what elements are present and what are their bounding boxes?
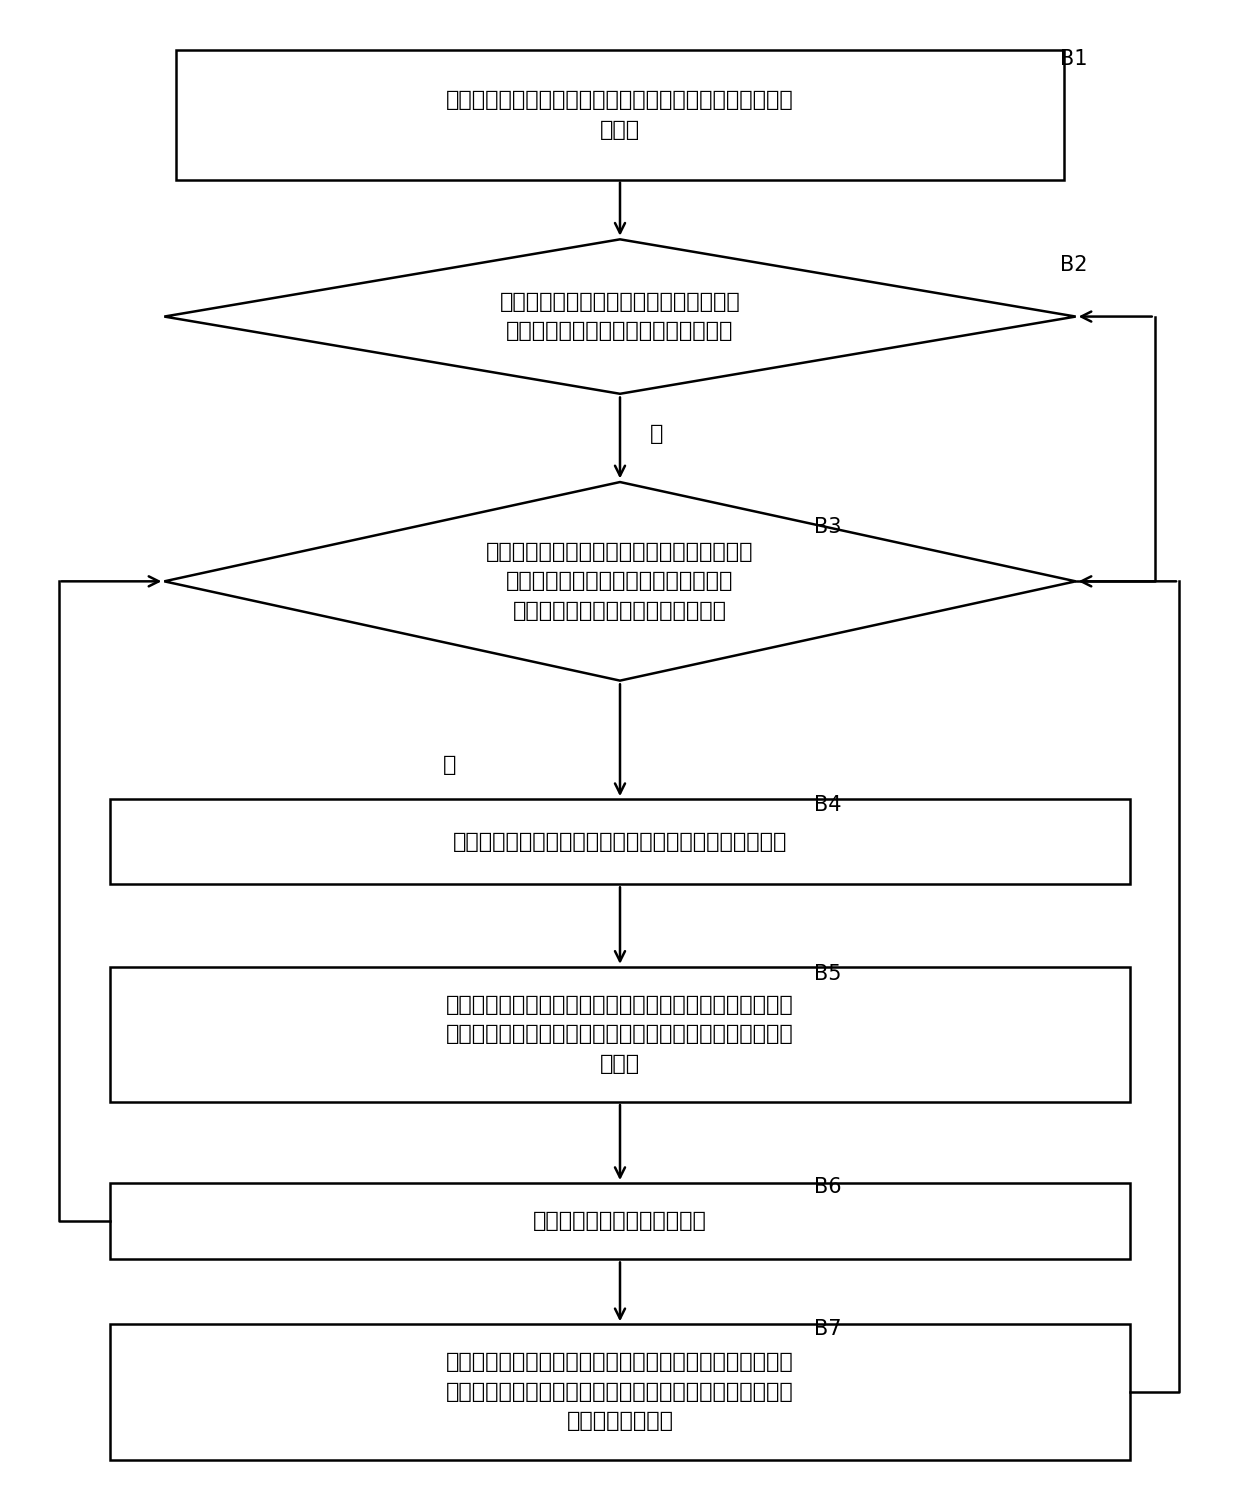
Bar [109, 1324, 1131, 1459]
Polygon shape [164, 239, 1075, 393]
Bar [176, 51, 1064, 180]
Text: B6: B6 [815, 1177, 842, 1198]
Text: 所述一体板在接收到所述检测指令之后，
解析所述检测指令，判断是否进行检测: 所述一体板在接收到所述检测指令之后， 解析所述检测指令，判断是否进行检测 [500, 291, 740, 341]
Text: B2: B2 [1060, 255, 1087, 275]
Text: 通用检测模块在接收到外部的触发信号时，向一体板发送检
测指令: 通用检测模块在接收到外部的触发信号时，向一体板发送检 测指令 [446, 90, 794, 140]
Bar [109, 1183, 1131, 1259]
Polygon shape [164, 482, 1075, 680]
Bar [109, 799, 1131, 884]
Text: 所述一体板获取每个输入负载的当前检测值，
根据每个所述输入负载的当前检测值，
判断至少一个输入模块是否存在异常: 所述一体板获取每个输入负载的当前检测值， 根据每个所述输入负载的当前检测值， 判… [486, 542, 754, 621]
Text: B5: B5 [815, 964, 842, 985]
Text: 所述一体板等待第一预设时长: 所述一体板等待第一预设时长 [533, 1211, 707, 1231]
Bar [109, 967, 1131, 1102]
Text: B3: B3 [815, 516, 842, 537]
Text: B1: B1 [1060, 50, 1087, 69]
Text: 是: 是 [650, 425, 663, 444]
Text: 是: 是 [443, 755, 456, 775]
Text: 所述一体板向所述通用检测模块发送存在异常的异常信息: 所述一体板向所述通用检测模块发送存在异常的异常信息 [453, 832, 787, 851]
Text: B4: B4 [815, 796, 842, 815]
Text: 所述通用检测模块在接收到所述一体板发来的异常信息时，
输出所述异常信息，以使外部对所述异常信息对应的异常进
行修复: 所述通用检测模块在接收到所述一体板发来的异常信息时， 输出所述异常信息，以使外部… [446, 995, 794, 1075]
Text: B7: B7 [815, 1318, 842, 1339]
Text: 所述一体板分别控制至少一个输出负载按照对应的运行指令
运行，根据所述至少一个输出负载的运行情况，对至少一个
输出模块进行检测: 所述一体板分别控制至少一个输出负载按照对应的运行指令 运行，根据所述至少一个输出… [446, 1352, 794, 1432]
